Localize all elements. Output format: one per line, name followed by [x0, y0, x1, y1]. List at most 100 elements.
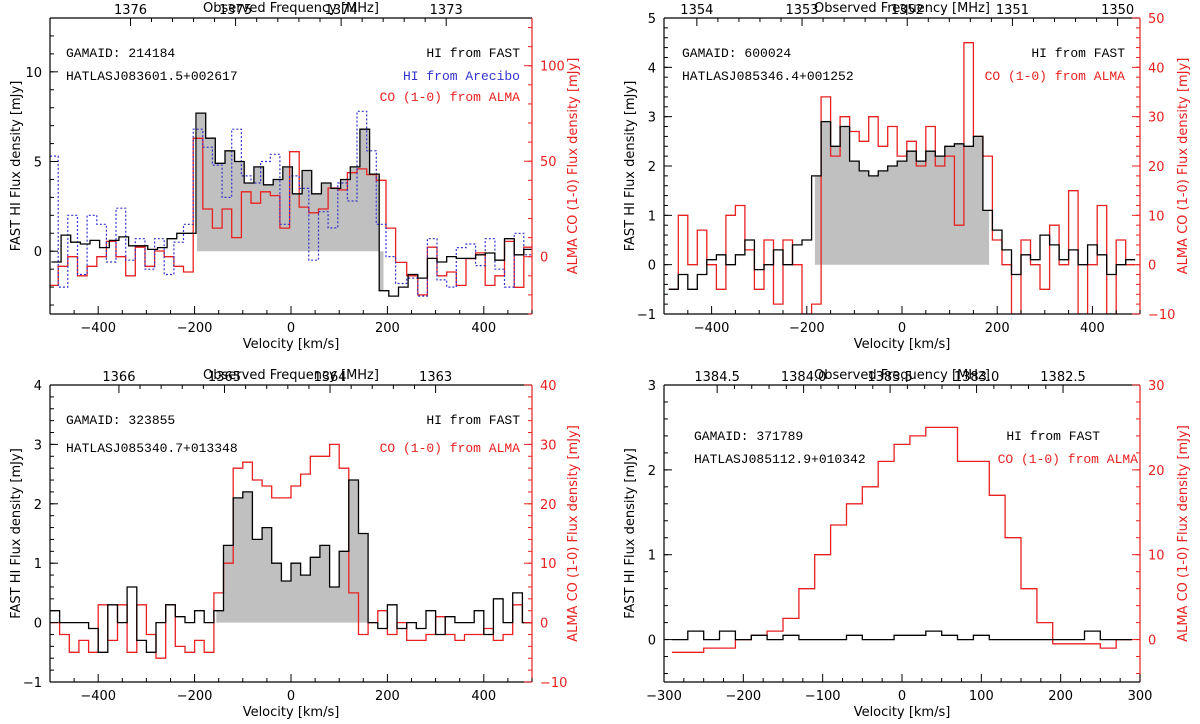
panel-1-freq-tick-label: 1374 — [325, 3, 358, 18]
panel-3-freq-tick-label: 1365 — [208, 370, 241, 385]
panel-3-series-co-alma — [50, 443, 532, 659]
panel-2-y2tick-label: 10 — [1148, 209, 1165, 224]
panel-4-ytick-label: 3 — [648, 379, 656, 394]
panel-3-legend-co-alma: CO (1-0) from ALMA — [380, 441, 521, 456]
panel-4-ytick-label: 0 — [648, 634, 656, 649]
panel-3-freq-tick-label: 1364 — [313, 370, 346, 385]
panel-4-galaxy-id: GAMAID: 371789 — [694, 429, 803, 444]
panel-1-frame — [49, 17, 533, 315]
panel-4-ylabel: FAST HI Flux density [mJy] — [623, 448, 638, 619]
panel-3: GAMAID: 323855 HATLASJ085340.7+013348 HI… — [9, 368, 581, 720]
panel-3-hi-shaded-region — [216, 480, 371, 623]
panel-2-legend-hi-fast: HI from FAST — [1031, 46, 1125, 61]
panel-2-freq-tick-label: 1350 — [1101, 3, 1134, 18]
panel-1-freq-tick-label: 1373 — [430, 3, 463, 18]
panel-2-freq-tick-label: 1352 — [891, 3, 924, 18]
panel-3-y2tick-label: 20 — [540, 498, 557, 513]
panel-2-data-area — [668, 42, 1136, 314]
panel-2-freq-tick-label: 1351 — [996, 3, 1029, 18]
panel-2-ytick-label: −1 — [637, 308, 656, 323]
panel-1-xtick-label: 400 — [471, 321, 496, 336]
panel-4-xtick-label: 200 — [1048, 689, 1073, 704]
panel-4-xtick-label: 300 — [1128, 689, 1153, 704]
panel-1-series-hi-arecibo — [50, 110, 532, 297]
panel-4-xtick-label: −300 — [646, 689, 682, 704]
panel-1-xtick-label: −400 — [80, 321, 116, 336]
panel-4-frame — [663, 384, 1141, 683]
panel-4-xtick-label: 0 — [898, 689, 906, 704]
panel-2-ytick-label: 4 — [648, 61, 656, 76]
panel-4-y2tick-label: 20 — [1148, 464, 1165, 479]
panel-4-ytick-label: 1 — [648, 549, 656, 564]
panel-2-ytick-label: 0 — [648, 259, 656, 274]
panel-4-data-area — [671, 426, 1133, 653]
panel-4-freq-tick-label: 1383.0 — [954, 370, 1000, 385]
panel-4-source-name: HATLASJ085112.9+010342 — [694, 452, 866, 467]
panel-2-y2tick-label: 0 — [1148, 259, 1156, 274]
panel-1-x2label: Observed Frequency [MHz] — [203, 1, 379, 16]
panel-3-galaxy-id: GAMAID: 323855 — [66, 413, 175, 428]
panel-1-legend-co-alma: CO (1-0) from ALMA — [380, 90, 521, 105]
panel-1: GAMAID: 214184 HATLASJ083601.5+002617 HI… — [9, 1, 581, 352]
panel-4: GAMAID: 371789 HATLASJ085112.9+010342 HI… — [623, 368, 1191, 720]
panel-3-series-hi-fast — [50, 479, 532, 653]
panel-2-y2tick-label: 40 — [1148, 61, 1165, 76]
panel-1-xtick-label: 0 — [287, 321, 295, 336]
panel-3-y2tick-label: 30 — [540, 438, 557, 453]
panel-4-y2tick-label: 0 — [1148, 634, 1156, 649]
panel-4-freq-tick-label: 1384.0 — [781, 370, 827, 385]
panel-1-y2label: ALMA CO (1-0) Flux density [mJy] — [566, 58, 581, 275]
panel-1-source-name: HATLASJ083601.5+002617 — [66, 69, 238, 84]
panel-3-y2tick-label: 10 — [540, 557, 557, 572]
panel-3-y2tick-label: 40 — [540, 379, 557, 394]
panel-2-y2label: ALMA CO (1-0) Flux density [mJy] — [1176, 58, 1191, 275]
panel-2-hi-shaded-region — [814, 121, 990, 265]
panel-4-xtick-label: −200 — [725, 689, 761, 704]
panel-1-ytick-label: 0 — [34, 245, 42, 260]
panel-4-freq-tick-label: 1382.5 — [1040, 370, 1086, 385]
panel-3-freq-tick-label: 1366 — [102, 370, 135, 385]
panel-4-ytick-label: 2 — [648, 464, 656, 479]
panel-2-ylabel: FAST HI Flux density [mJy] — [623, 81, 638, 252]
panel-2-xtick-label: −200 — [789, 321, 825, 336]
panel-2-y2tick-label: 20 — [1148, 160, 1165, 175]
panel-4-freq-tick-label: 1383.5 — [867, 370, 913, 385]
panel-3-ytick-label: −1 — [23, 676, 42, 691]
panel-3-y2label: ALMA CO (1-0) Flux density [mJy] — [566, 425, 581, 642]
panel-4-y2label: ALMA CO (1-0) Flux density [mJy] — [1176, 425, 1191, 642]
panel-1-data-area — [50, 110, 532, 297]
panel-4-freq-tick-label: 1384.5 — [694, 370, 740, 385]
panel-2-xtick-label: 200 — [985, 321, 1010, 336]
panel-4-y2tick-label: 30 — [1148, 379, 1165, 394]
panel-2-x2label: Observed Frequency [MHz] — [814, 1, 990, 16]
panel-3-xtick-label: 0 — [287, 689, 295, 704]
panel-2: GAMAID: 600024 HATLASJ085346.4+001252 HI… — [623, 1, 1191, 352]
panel-1-freq-tick-label: 1376 — [114, 3, 147, 18]
panel-3-xlabel: Velocity [km/s] — [243, 705, 340, 720]
panel-4-legend-hi-fast: HI from FAST — [1006, 429, 1100, 444]
panel-1-y2tick-label: 0 — [540, 251, 548, 266]
panel-2-y2tick-label: −10 — [1148, 308, 1175, 323]
panel-2-freq-tick-label: 1353 — [785, 3, 818, 18]
panel-3-ylabel: FAST HI Flux density [mJy] — [9, 448, 24, 619]
panel-3-x2label: Observed Frequency [MHz] — [203, 368, 379, 383]
panel-1-series-hi-fast — [51, 112, 532, 297]
panel-3-ytick-label: 3 — [34, 438, 42, 453]
panel-3-freq-tick-label: 1363 — [419, 370, 452, 385]
panel-2-xlabel: Velocity [km/s] — [854, 337, 951, 352]
panel-2-y2tick-label: 50 — [1148, 12, 1165, 27]
panel-2-ytick-label: 5 — [648, 12, 656, 27]
panel-1-y2tick-label: 50 — [540, 155, 557, 170]
panel-2-y2tick-label: 30 — [1148, 111, 1165, 126]
panel-2-series-co-alma — [668, 42, 1136, 314]
panel-3-xtick-label: −400 — [80, 689, 116, 704]
panel-4-series-hi-fast — [671, 630, 1133, 641]
panel-1-ytick-label: 10 — [25, 66, 42, 81]
panel-4-xlabel: Velocity [km/s] — [854, 705, 951, 720]
panel-4-xtick-label: −100 — [805, 689, 841, 704]
panel-2-ytick-label: 2 — [648, 160, 656, 175]
panel-1-xtick-label: −200 — [177, 321, 213, 336]
panel-2-ytick-label: 1 — [648, 209, 656, 224]
panel-1-freq-tick-label: 1375 — [219, 3, 252, 18]
